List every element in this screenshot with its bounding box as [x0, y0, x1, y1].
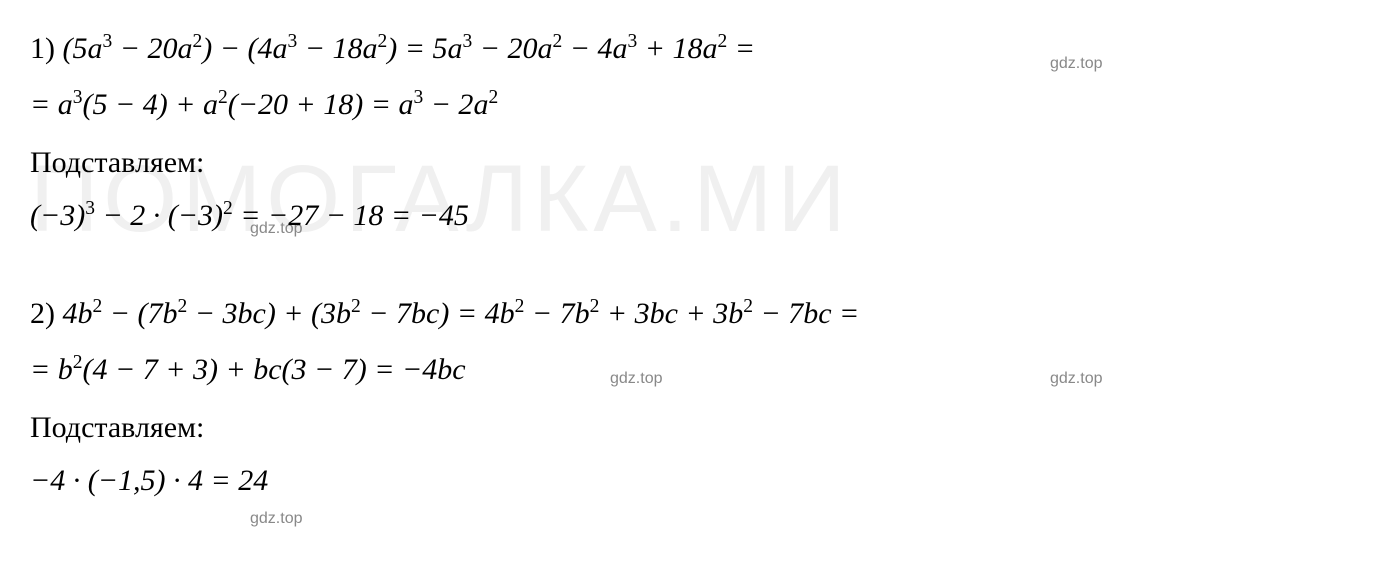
p2-number: 2) [30, 297, 63, 330]
p2-subst: −4 · (−1,5) · 4 = 24 [30, 457, 1370, 505]
watermark-small-5: gdz.top [250, 510, 302, 528]
p1-subst: (−3)3 − 2 · (−3)2 = −27 − 18 = −45 [30, 192, 1370, 240]
p2-subst-label: Подставляем: [30, 404, 1370, 452]
content-area: 1) (5a3 − 20a2) − (4a3 − 18a2) = 5a3 − 2… [30, 25, 1370, 505]
p2-line1: 2) 4b2 − (7b2 − 3bc) + (3b2 − 7bc) = 4b2… [30, 290, 1370, 338]
p2-line2: = b2(4 − 7 + 3) + bc(3 − 7) = −4bc [30, 346, 1370, 394]
p1-number: 1) [30, 32, 63, 65]
problem-2: 2) 4b2 − (7b2 − 3bc) + (3b2 − 7bc) = 4b2… [30, 290, 1370, 505]
p1-line2: = a3(5 − 4) + a2(−20 + 18) = a3 − 2a2 [30, 81, 1370, 129]
p1-line1: 1) (5a3 − 20a2) − (4a3 − 18a2) = 5a3 − 2… [30, 25, 1370, 73]
p1-subst-label: Подставляем: [30, 139, 1370, 187]
problem-1: 1) (5a3 − 20a2) − (4a3 − 18a2) = 5a3 − 2… [30, 25, 1370, 240]
